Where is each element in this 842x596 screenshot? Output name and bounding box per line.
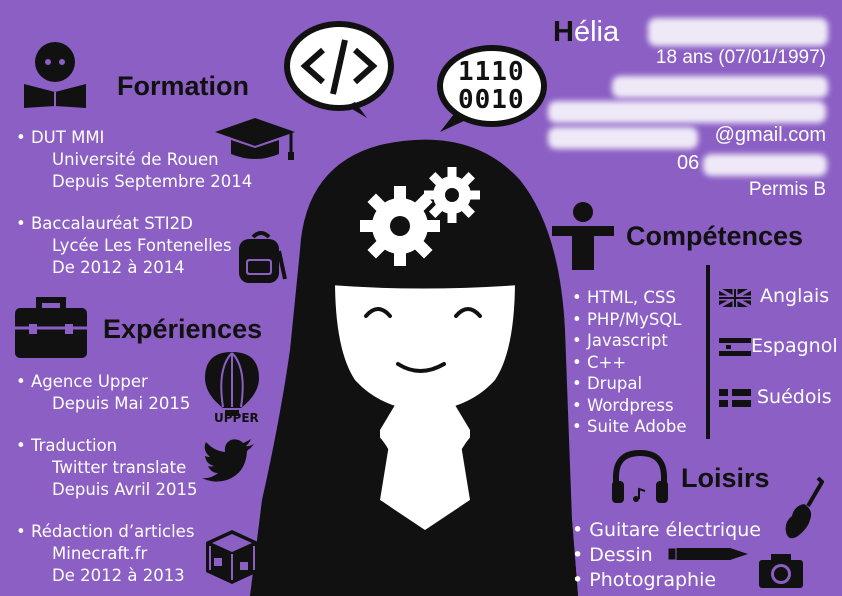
phone-prefix: 06 [677, 152, 700, 174]
backpack-icon [239, 231, 287, 283]
hobbies-list: • Guitare électrique • Dessin • Photogra… [572, 518, 761, 593]
uk-flag-icon [719, 289, 751, 307]
skills-divider [706, 265, 710, 439]
reading-person-icon [24, 42, 86, 108]
formation-item-2: • Baccalauréat STI2D Lycée Les Fontenell… [16, 213, 232, 279]
experience-item-3: • Rédaction d’articles Minecraft.fr De 2… [16, 521, 194, 587]
email-suffix: @gmail.com [714, 124, 826, 146]
experiences-title: Expériences [103, 314, 263, 344]
formation-degree-1: • DUT MMI [16, 128, 105, 147]
person-arms-icon [552, 202, 614, 270]
experience-item-2: • Traduction Twitter translate Depuis Av… [16, 435, 198, 501]
skill-item: • Suite Adobe [572, 417, 687, 436]
camera-icon [759, 554, 803, 588]
formation-school-2: Lycée Les Fontenelles [52, 236, 232, 255]
minecraft-cube-icon [206, 530, 258, 584]
experience-item-1: • Agence Upper Depuis Mai 2015 [16, 371, 190, 415]
formation-degree-2: • Baccalauréat STI2D [16, 214, 193, 233]
hot-air-balloon-icon [205, 352, 259, 416]
language-spanish: Espagnol [751, 335, 838, 357]
spain-flag-icon [719, 338, 751, 356]
skill-item: • C++ [572, 352, 627, 372]
skill-item: • Wordpress [572, 395, 674, 415]
name-first: élia [573, 16, 620, 48]
formation-school-1: Université de Rouen [52, 150, 219, 169]
formation-period-1: Depuis Septembre 2014 [52, 172, 253, 191]
formation-item-1: • DUT MMI Université de Rouen Depuis Sep… [16, 127, 252, 193]
formation-period-2: De 2012 à 2014 [52, 258, 185, 277]
experience-detail-3b: De 2012 à 2013 [52, 566, 185, 585]
code-bubble-icon [284, 21, 394, 118]
competences-title: Compétences [626, 221, 804, 251]
redacted-address-2 [548, 101, 826, 123]
pencil-icon [667, 547, 748, 561]
language-swedish: Suédois [757, 386, 832, 408]
binary-top: 1110 [458, 57, 525, 87]
skills-list: • HTML, CSS • PHP/MySQL • Javascript • C… [572, 287, 687, 438]
balloon-label: UPPER [214, 411, 259, 425]
briefcase-icon [15, 297, 87, 358]
binary-bubble-icon [437, 45, 547, 132]
hobby-item: • Dessin [572, 544, 653, 566]
graduation-cap-icon [215, 118, 295, 160]
experience-detail-2a: Twitter translate [52, 458, 187, 477]
skill-item: • HTML, CSS [572, 288, 676, 307]
electric-guitar-icon [785, 476, 824, 539]
license: Permis B [748, 179, 826, 200]
experience-detail-1a: Depuis Mai 2015 [52, 394, 191, 413]
experience-company-2: • Traduction [16, 436, 118, 455]
formation-title: Formation [117, 71, 249, 101]
hobby-item: • Guitare électrique [572, 519, 761, 541]
experience-detail-3a: Minecraft.fr [52, 544, 148, 563]
experience-company-1: • Agence Upper [16, 372, 148, 391]
headphones-icon [612, 449, 668, 503]
hobby-item: • Photographie [572, 569, 717, 591]
sweden-flag-icon [719, 389, 751, 407]
skill-item: • Drupal [572, 374, 643, 393]
experience-company-3: • Rédaction d’articles [16, 522, 195, 541]
redacted-lastname [648, 18, 828, 46]
age-line: 18 ans (07/01/1997) [655, 47, 826, 68]
twitter-bird-icon [202, 439, 254, 482]
experience-detail-2b: Depuis Avril 2015 [52, 480, 198, 499]
skill-item: • PHP/MySQL [572, 309, 682, 329]
redacted-phone [703, 154, 827, 176]
skill-item: • Javascript [572, 331, 668, 350]
language-english: Anglais [760, 285, 830, 307]
name-heading: Hélia [553, 14, 619, 50]
binary-bottom: 0010 [458, 85, 525, 115]
redacted-address-1 [612, 76, 828, 98]
redacted-email [548, 127, 698, 149]
name-initial: H [553, 16, 574, 48]
loisirs-title: Loisirs [681, 463, 770, 493]
